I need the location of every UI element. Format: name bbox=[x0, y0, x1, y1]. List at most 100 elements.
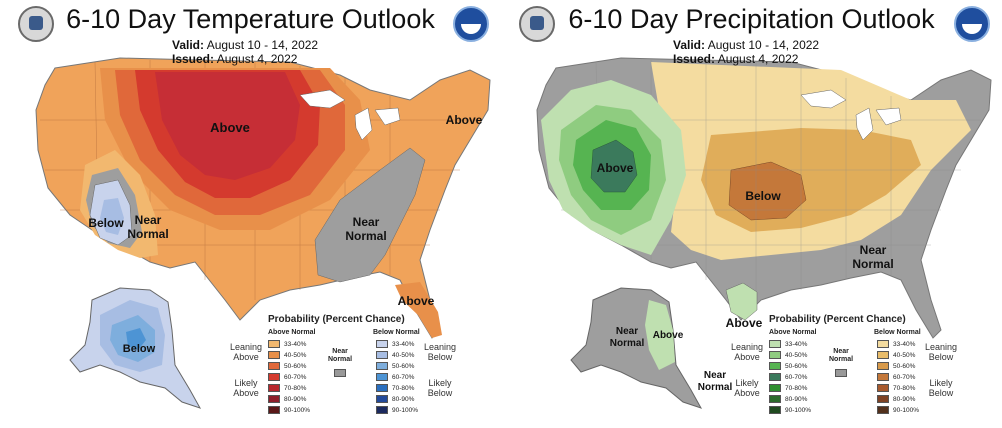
legend-below-level: 90-100% bbox=[893, 407, 920, 414]
legend-likely-below: Likely Below bbox=[427, 378, 453, 398]
legend-near-head: Near Normal bbox=[829, 348, 854, 363]
legend-above-swatch bbox=[268, 362, 280, 370]
label-near-se-2: Normal bbox=[852, 257, 893, 271]
legend-above-level: 33-40% bbox=[284, 341, 307, 348]
legend-above-level: 33-40% bbox=[785, 341, 808, 348]
legend-above-level: 90-100% bbox=[284, 407, 311, 414]
legend-above-level: 40-50% bbox=[284, 352, 307, 359]
legend-below-level: 80-90% bbox=[392, 396, 415, 403]
legend-below-swatch bbox=[376, 340, 388, 348]
label-below-alaska: Below bbox=[123, 343, 156, 355]
legend-below-head: Below Normal bbox=[874, 329, 921, 336]
legend-title: Probability (Percent Chance) bbox=[268, 314, 405, 325]
issued-date: August 4, 2022 bbox=[216, 52, 298, 66]
legend-above-swatch bbox=[769, 384, 781, 392]
label-above-florida: Above bbox=[398, 294, 435, 308]
legend-below-head: Below Normal bbox=[373, 329, 420, 336]
legend-likely-below: Likely Below bbox=[928, 378, 954, 398]
legend-below-swatch bbox=[376, 362, 388, 370]
legend-above-level: 50-60% bbox=[785, 363, 808, 370]
legend-above-level: 40-50% bbox=[785, 352, 808, 359]
legend-above-swatch bbox=[268, 395, 280, 403]
label-near-aksouth-2: Normal bbox=[698, 382, 733, 393]
label-below-sw: Below bbox=[88, 216, 124, 230]
legend-below-swatch bbox=[877, 395, 889, 403]
label-near-se-1: Near bbox=[353, 215, 380, 229]
precipitation-legend: Probability (Percent Chance) Above Norma… bbox=[729, 314, 999, 426]
legend-below-level: 70-80% bbox=[392, 385, 415, 392]
legend-likely-above: Likely Above bbox=[233, 378, 259, 398]
legend-near-head: Near Normal bbox=[328, 348, 353, 363]
legend-near-swatch bbox=[334, 369, 346, 377]
legend-below-swatch bbox=[877, 384, 889, 392]
legend-below-swatch bbox=[376, 406, 388, 414]
legend-likely-above: Likely Above bbox=[734, 378, 760, 398]
legend-below-swatch bbox=[376, 351, 388, 359]
commerce-seal-icon bbox=[519, 6, 555, 42]
legend-above-swatch bbox=[769, 351, 781, 359]
legend-above-head: Above Normal bbox=[769, 329, 817, 336]
legend-above-swatch bbox=[268, 340, 280, 348]
label-above-center: Above bbox=[210, 120, 250, 135]
legend-below-level: 50-60% bbox=[893, 363, 916, 370]
commerce-seal-icon bbox=[18, 6, 54, 42]
legend-below-level: 90-100% bbox=[392, 407, 419, 414]
legend-leaning-below: Leaning Below bbox=[924, 342, 958, 362]
legend-above-swatch bbox=[769, 362, 781, 370]
temperature-map: Above Above Above Below Near Normal Near… bbox=[35, 57, 491, 409]
valid-dates: August 10 - 14, 2022 bbox=[206, 38, 319, 52]
legend-near-swatch bbox=[835, 369, 847, 377]
legend-above-level: 50-60% bbox=[284, 363, 307, 370]
label-near-se-2: Normal bbox=[345, 229, 386, 243]
noaa-logo-icon bbox=[453, 6, 489, 42]
legend-above-head: Above Normal bbox=[268, 329, 316, 336]
legend-title: Probability (Percent Chance) bbox=[769, 314, 906, 325]
legend-above-swatch bbox=[268, 351, 280, 359]
legend-above-level: 80-90% bbox=[284, 396, 307, 403]
label-near-ak-1: Near bbox=[616, 326, 638, 337]
legend-above-level: 90-100% bbox=[785, 407, 812, 414]
label-near-aksouth-1: Near bbox=[704, 370, 726, 381]
temperature-valid-block: Valid: August 10 - 14, 2022 Issued: Augu… bbox=[172, 38, 319, 66]
legend-leaning-above: Leaning Above bbox=[730, 342, 764, 362]
temperature-title: 6-10 Day Temperature Outlook bbox=[66, 4, 435, 34]
legend-leaning-above: Leaning Above bbox=[229, 342, 263, 362]
label-near-sw-1: Near bbox=[135, 213, 162, 227]
legend-above-swatch bbox=[268, 406, 280, 414]
legend-above-level: 60-70% bbox=[785, 374, 808, 381]
precipitation-map: Above Below Near Normal Above Near Norma… bbox=[536, 57, 992, 409]
label-above-gulf: Above bbox=[726, 316, 763, 330]
legend-above-swatch bbox=[769, 395, 781, 403]
legend-below-level: 40-50% bbox=[893, 352, 916, 359]
label-below-central: Below bbox=[745, 189, 781, 203]
temperature-legend: Probability (Percent Chance) Above Norma… bbox=[228, 314, 498, 426]
legend-above-swatch bbox=[769, 340, 781, 348]
legend-above-level: 80-90% bbox=[785, 396, 808, 403]
legend-below-swatch bbox=[376, 395, 388, 403]
legend-above-swatch bbox=[769, 406, 781, 414]
legend-below-swatch bbox=[376, 384, 388, 392]
legend-below-level: 33-40% bbox=[893, 341, 916, 348]
legend-above-level: 70-80% bbox=[785, 385, 808, 392]
label-above-east: Above bbox=[446, 113, 483, 127]
issued-date: August 4, 2022 bbox=[717, 52, 799, 66]
legend-below-swatch bbox=[877, 351, 889, 359]
legend-below-swatch bbox=[877, 340, 889, 348]
precipitation-valid-block: Valid: August 10 - 14, 2022 Issued: Augu… bbox=[673, 38, 820, 66]
label-near-se-1: Near bbox=[860, 243, 887, 257]
legend-below-swatch bbox=[877, 406, 889, 414]
legend-below-swatch bbox=[877, 362, 889, 370]
legend-above-level: 70-80% bbox=[284, 385, 307, 392]
legend-below-level: 80-90% bbox=[893, 396, 916, 403]
legend-below-level: 60-70% bbox=[392, 374, 415, 381]
temperature-outlook-panel: Above Above Above Below Near Normal Near… bbox=[18, 4, 498, 426]
legend-above-swatch bbox=[268, 373, 280, 381]
legend-above-swatch bbox=[769, 373, 781, 381]
label-above-ak: Above bbox=[653, 330, 684, 341]
legend-leaning-below: Leaning Below bbox=[423, 342, 457, 362]
legend-below-level: 60-70% bbox=[893, 374, 916, 381]
valid-dates: August 10 - 14, 2022 bbox=[707, 38, 820, 52]
legend-below-level: 50-60% bbox=[392, 363, 415, 370]
legend-below-level: 33-40% bbox=[392, 341, 415, 348]
label-near-ak-2: Normal bbox=[610, 338, 645, 349]
